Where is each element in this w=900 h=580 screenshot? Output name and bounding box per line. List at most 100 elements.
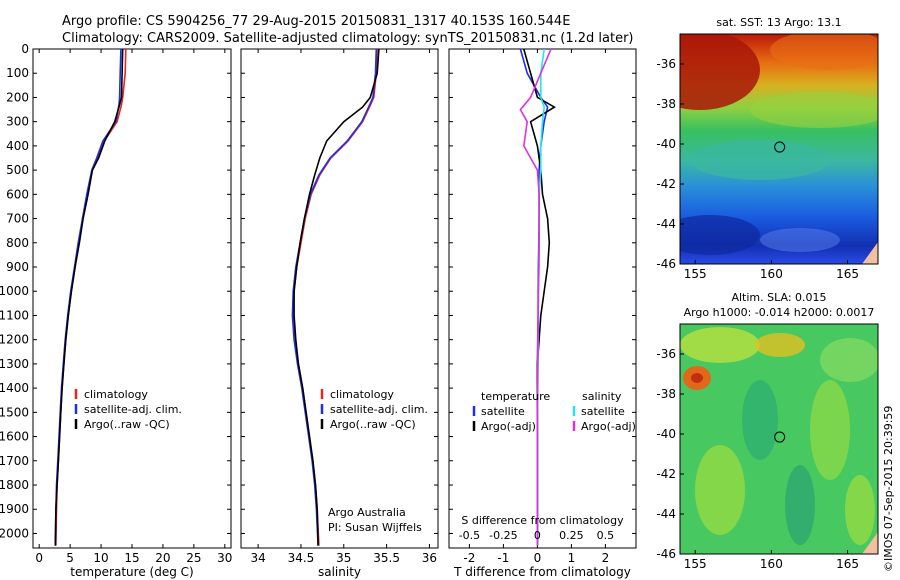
x-tick-label: 35.5 — [373, 551, 400, 565]
y-tick-label: 1500 — [0, 405, 29, 419]
y-tick-label: 100 — [6, 66, 29, 80]
salinity-frame — [240, 48, 439, 549]
x-tick-label: 10 — [93, 551, 108, 565]
x-tick-label: -2 — [463, 551, 475, 565]
sla-map-subtitle: Argo h1000: -0.014 h2000: 0.0017 — [684, 306, 875, 319]
y-tick-label: 1800 — [0, 478, 29, 492]
credit-pi: PI: Susan Wijffels — [328, 521, 422, 534]
x-tick-label: 5 — [66, 551, 74, 565]
s-tick-label: -0.5 — [459, 529, 480, 542]
map-y-tick-label: -36 — [656, 347, 676, 361]
x-tick-label: 15 — [124, 551, 139, 565]
temperature-xlabel: temperature (deg C) — [70, 565, 193, 579]
y-tick-label: 1900 — [0, 502, 29, 516]
sla-map-image — [680, 324, 878, 554]
diff-legend-right-title: salinity — [582, 390, 622, 403]
argo-position-marker — [774, 141, 786, 153]
temperature-frame — [32, 48, 232, 549]
map-x-tick-label: 155 — [684, 267, 707, 281]
map-y-tick-label: -38 — [656, 387, 676, 401]
sla-map-frame — [679, 323, 879, 555]
map-x-tick-label: 165 — [836, 267, 859, 281]
x-tick-label: 30 — [217, 551, 232, 565]
difference-panel: -2 -1 0 1 2T difference from climatology -0.5… — [448, 48, 637, 579]
map-y-tick-label: -38 — [656, 97, 676, 111]
temperature-legend-label: Argo(..raw -QC) — [84, 418, 170, 431]
s-tick-label: -0.25 — [489, 529, 517, 542]
salinity-legend-label: Argo(..raw -QC) — [330, 418, 416, 431]
sst-map-title: sat. SST: 13 Argo: 13.1 — [716, 16, 841, 29]
salinity-xlabel: salinity — [318, 565, 361, 579]
credit-institution: Argo Australia — [328, 506, 406, 519]
map-y-tick-label: -42 — [656, 177, 676, 191]
y-tick-label: 300 — [6, 115, 29, 129]
map-y-tick-label: -44 — [656, 507, 676, 521]
salinity-series-2 — [293, 48, 380, 546]
y-tick-label: 900 — [6, 260, 29, 274]
x-tick-label: 20 — [155, 551, 170, 565]
diff-legend-label: Argo(-adj) — [581, 420, 636, 433]
timestamp: ©IMOS 07-Sep-2015 20:39:59 — [882, 406, 895, 572]
x-tick-label: 36 — [422, 551, 437, 565]
map-y-tick-label: -46 — [656, 257, 676, 271]
x-tick-label: 1 — [568, 551, 576, 565]
temperature-legend-label: climatology — [84, 388, 148, 401]
differences-series-3 — [519, 48, 552, 546]
diff-legend-label: Argo(-adj) — [481, 420, 536, 433]
s-tick-label: 0.25 — [559, 529, 584, 542]
map-x-tick-label: 165 — [836, 557, 859, 571]
argo-position-marker — [774, 431, 786, 443]
y-tick-label: 600 — [6, 187, 29, 201]
y-tick-label: 1200 — [0, 333, 29, 347]
map-x-tick-label: 160 — [760, 267, 783, 281]
diff-legend-label: satellite — [481, 405, 525, 418]
x-tick-label: 0 — [534, 551, 542, 565]
diff-legend-left-title: temperature — [481, 390, 550, 403]
sla-map-title: Altim. SLA: 0.015 — [731, 291, 826, 304]
y-tick-label: 500 — [6, 163, 29, 177]
salinity-legend-label: climatology — [330, 388, 394, 401]
differences-xlabel: T difference from climatology — [453, 565, 631, 579]
x-tick-label: 34 — [250, 551, 265, 565]
y-tick-label: 1100 — [0, 308, 29, 322]
diff-top-xlabel: S difference from climatology — [461, 514, 624, 527]
header-line1: Argo profile: CS 5904256_77 29-Aug-2015 … — [62, 14, 570, 29]
y-tick-label: 2000 — [0, 526, 29, 540]
header-line2: Climatology: CARS2009. Satellite-adjuste… — [62, 31, 634, 46]
y-tick-label: 800 — [6, 236, 29, 250]
map-y-tick-label: -40 — [656, 137, 676, 151]
s-tick-label: 0 — [534, 529, 541, 542]
y-tick-label: 200 — [6, 90, 29, 104]
x-tick-label: 34.5 — [288, 551, 315, 565]
map-y-tick-label: -44 — [656, 217, 676, 231]
x-tick-label: 35 — [336, 551, 351, 565]
y-tick-label: 1300 — [0, 357, 29, 371]
sla-map-axes: 155 160 165 -36 -38 -40 -42 -44 -46 — [656, 347, 859, 571]
x-tick-label: 25 — [186, 551, 201, 565]
diff-legend-label: satellite — [581, 405, 625, 418]
sst-map-frame — [679, 33, 879, 265]
temperature-legend-label: satellite-adj. clim. — [84, 403, 182, 416]
map-x-tick-label: 155 — [684, 557, 707, 571]
y-tick-label: 1600 — [0, 430, 29, 444]
map-y-tick-label: -36 — [656, 57, 676, 71]
y-tick-label: 400 — [6, 139, 29, 153]
s-tick-label: 0.5 — [597, 529, 615, 542]
map-y-tick-label: -42 — [656, 467, 676, 481]
map-y-tick-label: -40 — [656, 427, 676, 441]
sst-map-axes: 155 160 165 -36 -38 -40 -42 -44 -46 — [656, 57, 859, 281]
y-tick-label: 700 — [6, 212, 29, 226]
y-tick-label: 1700 — [0, 454, 29, 468]
salinity-panel: 34 34.5 35 35.5 36 salinity climatology satelli… — [240, 48, 439, 579]
salinity-legend-label: satellite-adj. clim. — [330, 403, 428, 416]
y-tick-label: 0 — [21, 42, 29, 56]
map-x-tick-label: 160 — [760, 557, 783, 571]
x-tick-label: -1 — [497, 551, 509, 565]
sst-map-image — [680, 34, 878, 264]
y-tick-label: 1000 — [0, 284, 29, 298]
temperature-series-2 — [54, 48, 124, 546]
x-tick-label: 0 — [35, 551, 43, 565]
temperature-panel: 0100200300400500600700800900100011001200… — [0, 42, 232, 579]
x-tick-label: 2 — [602, 551, 610, 565]
